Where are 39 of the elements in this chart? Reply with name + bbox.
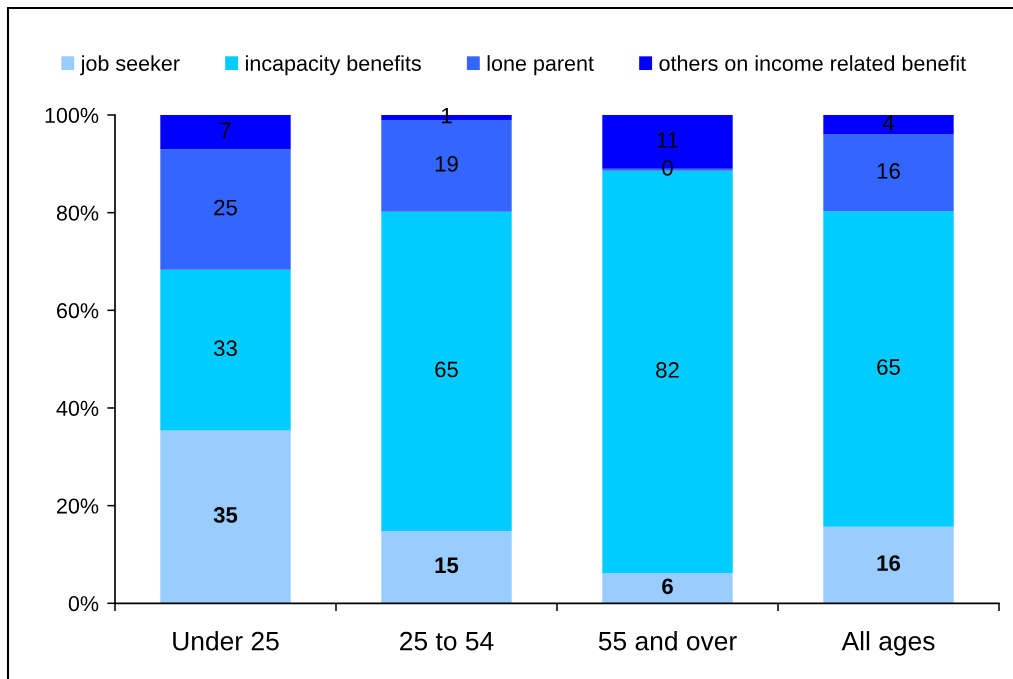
data-label: 65 (435, 361, 458, 378)
x-tick-label: All ages (841, 631, 935, 656)
legend-label: others on income related benefit (659, 55, 966, 71)
y-tick-label: 80% (56, 205, 99, 221)
bar (823, 115, 954, 135)
bar (602, 573, 733, 604)
bar (160, 269, 291, 431)
y-tick-label: 100% (45, 107, 99, 124)
data-label: 11 (657, 132, 678, 148)
data-label: 35 (213, 507, 238, 523)
y-tick-label: 20% (57, 498, 99, 514)
x-tick-label: 55 and over (598, 631, 737, 651)
data-label: 19 (435, 156, 458, 172)
bar (160, 149, 291, 270)
bar (823, 134, 954, 212)
y-tick-label: 0% (68, 596, 99, 612)
data-label: 82 (656, 362, 679, 378)
data-label: 6 (662, 578, 673, 595)
data-label: 65 (877, 359, 900, 375)
bar (160, 430, 291, 604)
data-label: 25 (214, 199, 237, 216)
data-label: 16 (877, 163, 900, 179)
bar (381, 211, 512, 532)
bar (160, 115, 291, 150)
y-tick-label: 60% (57, 303, 99, 319)
data-label: 16 (877, 555, 901, 571)
data-label: 15 (435, 557, 459, 574)
data-label: 4 (882, 115, 895, 131)
legend-label: job seeker (80, 55, 180, 76)
bar (823, 526, 954, 604)
y-tick-label: 40% (56, 400, 99, 416)
bar (823, 211, 954, 527)
data-label: 7 (220, 122, 231, 138)
data-label: 33 (213, 340, 237, 357)
legend-label: incapacity benefits (246, 55, 421, 76)
x-tick-label: 25 to 54 (400, 631, 494, 651)
bar (381, 531, 512, 604)
x-tick-label: Under 25 (173, 631, 279, 651)
legend-label: lone parent (487, 55, 594, 76)
